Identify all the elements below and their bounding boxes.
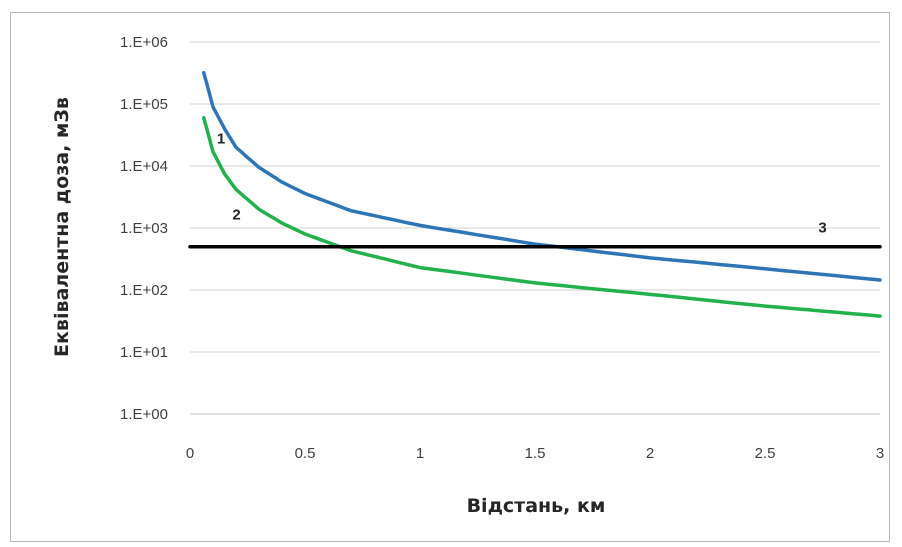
x-tick-label: 1 [416,445,424,462]
series-line-1 [202,70,882,282]
y-tick-label: 1.E+05 [120,96,168,113]
x-tick-labels: 0 0.5 1 1.5 2 2.5 3 [186,445,884,462]
y-tick-labels: 1.E+00 1.E+01 1.E+02 1.E+03 1.E+04 1.E+05 1.E+… [120,34,168,423]
series-label-3: 3 [818,220,826,237]
y-tick-label: 1.E+04 [120,158,168,175]
series-lines [188,70,882,318]
x-tick-label: 2 [646,445,654,462]
series-labels: 1 2 3 [217,130,827,236]
x-tick-label: 2.5 [755,445,776,462]
chart-frame [10,12,890,542]
x-tick-label: 3 [876,445,884,462]
series-label-1: 1 [217,130,225,147]
y-tick-label: 1.E+06 [120,34,168,51]
x-tick-label: 0.5 [295,445,316,462]
y-tick-label: 1.E+00 [120,406,168,423]
y-tick-label: 1.E+03 [120,220,168,237]
series-line-2 [202,116,882,318]
x-tick-label: 0 [186,445,194,462]
y-tick-label: 1.E+01 [120,344,168,361]
series-label-2: 2 [232,206,240,223]
y-tick-label: 1.E+02 [120,282,168,299]
x-tick-label: 1.5 [525,445,546,462]
x-axis-title: Відстань, км [467,495,606,517]
gridlines [190,41,880,415]
y-axis-title: Еквівалентна доза, мЗв [51,97,73,357]
